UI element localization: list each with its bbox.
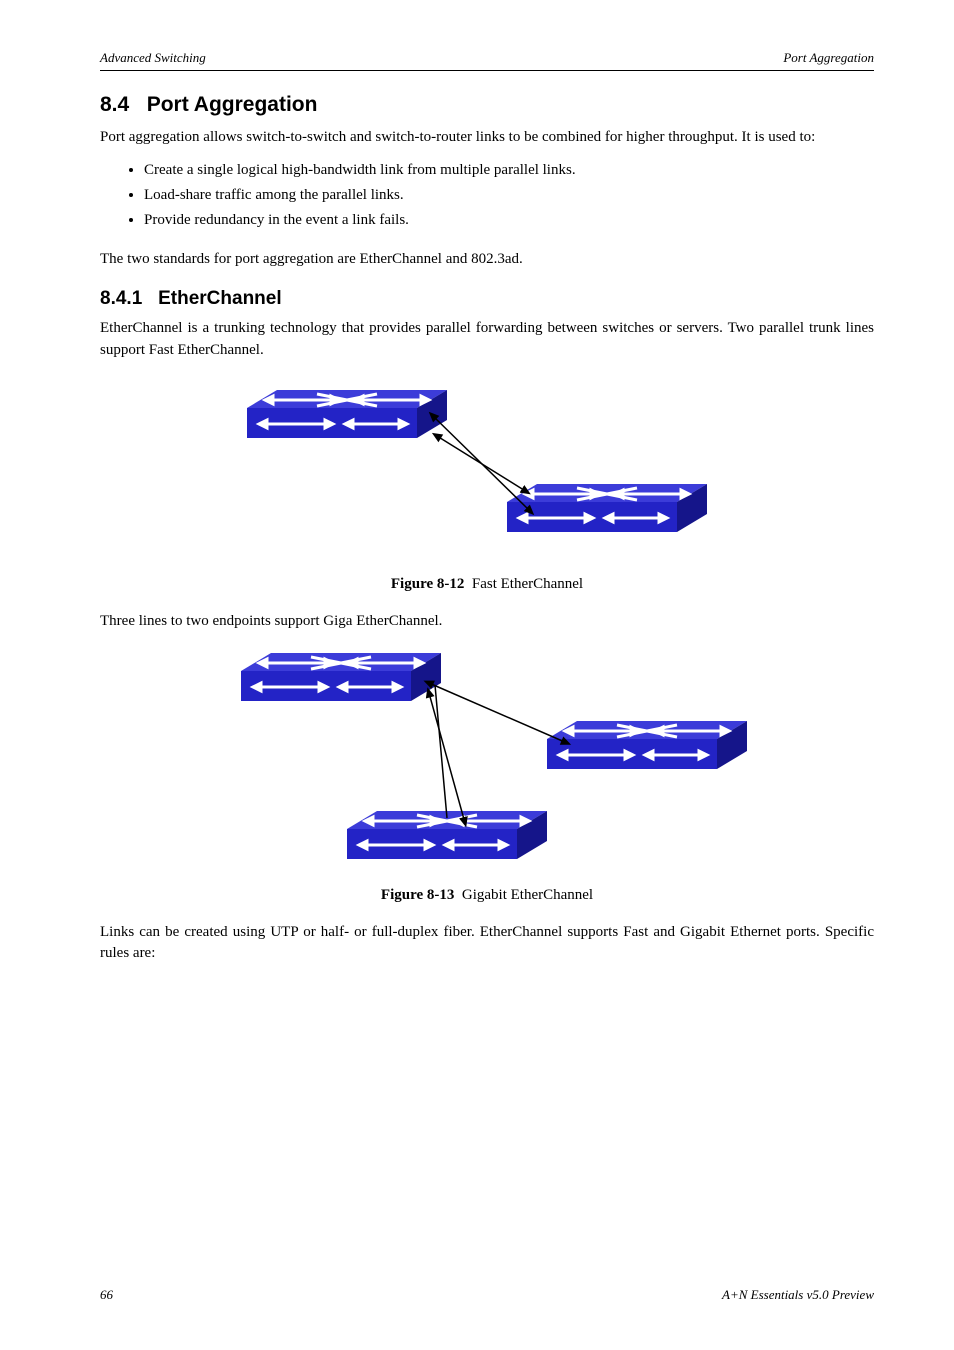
figure-caption: Figure 8-13 Gigabit EtherChannel bbox=[100, 887, 874, 904]
section-number: 8.4 bbox=[100, 93, 129, 116]
caption-label: Figure 8-13 bbox=[381, 887, 454, 903]
bullet-list: Create a single logical high-bandwidth l… bbox=[100, 159, 874, 233]
section-title: EtherChannel bbox=[158, 288, 282, 309]
list-item: Create a single logical high-bandwidth l… bbox=[144, 159, 874, 182]
paragraph: The two standards for port aggregation a… bbox=[100, 249, 874, 271]
header-right: Port Aggregation bbox=[783, 50, 874, 66]
page-footer: 66 A+N Essentials v5.0 Preview bbox=[100, 1287, 874, 1303]
page-number: 66 bbox=[100, 1287, 113, 1303]
page-header: Advanced Switching Port Aggregation bbox=[100, 50, 874, 66]
paragraph: Port aggregation allows switch-to-switch… bbox=[100, 127, 874, 149]
figure-gigabit-etherchannel bbox=[217, 643, 757, 873]
section-heading-etherchannel: 8.4.1 EtherChannel bbox=[100, 288, 874, 310]
section-title: Port Aggregation bbox=[147, 93, 318, 116]
section-heading-port-aggregation: 8.4 Port Aggregation bbox=[100, 93, 874, 117]
caption-label: Figure 8-12 bbox=[391, 576, 464, 592]
caption-text: Gigabit EtherChannel bbox=[462, 887, 593, 903]
figure-caption: Figure 8-12 Fast EtherChannel bbox=[100, 576, 874, 593]
header-left: Advanced Switching bbox=[100, 50, 206, 66]
paragraph: Three lines to two endpoints support Gig… bbox=[100, 611, 874, 633]
caption-text: Fast EtherChannel bbox=[472, 576, 583, 592]
figure-fast-etherchannel bbox=[227, 372, 747, 562]
header-rule bbox=[100, 70, 874, 71]
list-item: Provide redundancy in the event a link f… bbox=[144, 209, 874, 232]
footer-right: A+N Essentials v5.0 Preview bbox=[722, 1287, 874, 1303]
section-number: 8.4.1 bbox=[100, 288, 142, 309]
paragraph: Links can be created using UTP or half- … bbox=[100, 922, 874, 966]
list-item: Load-share traffic among the parallel li… bbox=[144, 184, 874, 207]
paragraph: EtherChannel is a trunking technology th… bbox=[100, 318, 874, 362]
